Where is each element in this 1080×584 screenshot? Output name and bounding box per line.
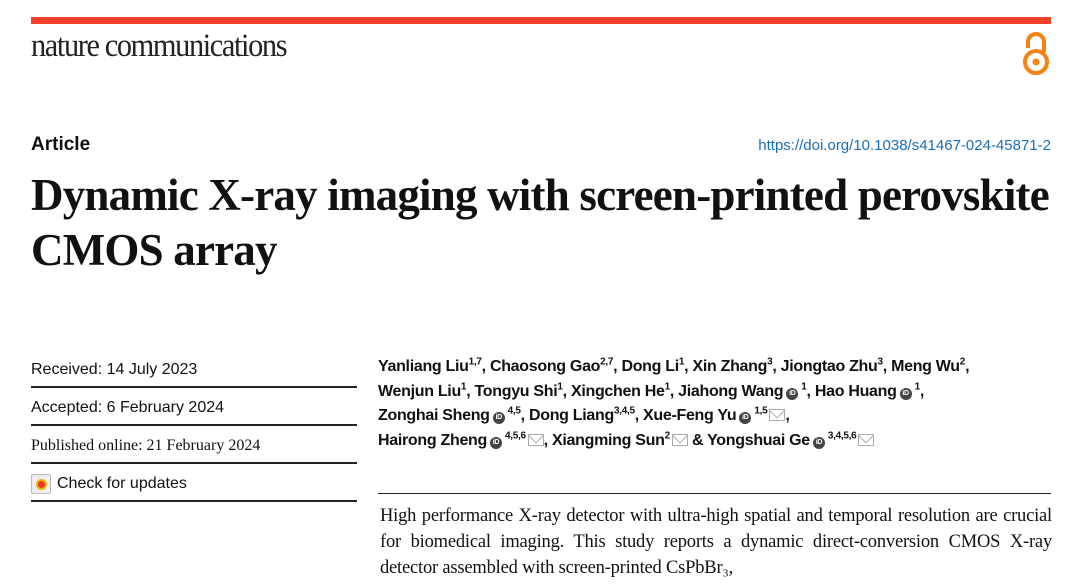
email-icon[interactable] (671, 433, 688, 446)
affiliation-sup: 4,5,6 (504, 430, 526, 442)
author[interactable]: Tongyu Shi1 (474, 381, 563, 400)
affiliation-sup: 2 (664, 430, 671, 442)
open-access-icon (1023, 32, 1049, 75)
check-updates-icon (31, 474, 51, 494)
affiliation-sup: 1 (664, 381, 671, 393)
author-name: Yongshuai Ge (707, 431, 810, 449)
orcid-icon[interactable]: iD (786, 387, 799, 400)
separator: , (466, 382, 475, 400)
separator: , (772, 358, 781, 375)
separator: , (882, 358, 892, 375)
affiliation-sup: 1 (557, 381, 563, 393)
author[interactable]: Dong Li1 (621, 356, 685, 375)
author-name: Jiahong Wang (678, 382, 784, 400)
separator: , (543, 431, 553, 449)
author-name: Xiangming Sun (552, 431, 665, 449)
author[interactable]: Xin Zhang3 (692, 356, 773, 375)
separator: , (634, 407, 644, 424)
accepted-date: Accepted: 6 February 2024 (31, 388, 357, 426)
author-name: Yanliang Liu (378, 358, 469, 375)
author[interactable]: Yanliang Liu1,7 (378, 356, 482, 375)
received-date: Received: 14 July 2023 (31, 350, 357, 388)
affiliation-sup: 3,4,5,6 (827, 430, 857, 442)
author-name: Chaosong Gao (489, 358, 601, 375)
separator: , (613, 358, 622, 375)
separator: , (965, 358, 970, 375)
affiliation-sup: 1,7 (468, 356, 482, 368)
email-icon[interactable] (769, 409, 786, 421)
author-name: Zonghai Sheng (378, 407, 490, 424)
author[interactable]: Xue-Feng Yu iD1,5 (643, 405, 786, 424)
published-date: Published online: 21 February 2024 (31, 426, 357, 464)
orcid-icon[interactable]: iD (812, 436, 825, 449)
author-name: Xingchen He (570, 382, 665, 400)
author[interactable]: Xiangming Sun2 (552, 430, 688, 449)
email-icon[interactable] (858, 433, 875, 446)
check-updates-label: Check for updates (57, 475, 187, 492)
orcid-icon[interactable]: iD (739, 412, 752, 424)
separator: , (684, 358, 693, 375)
divider (378, 493, 1051, 494)
journal-name: nature communications (31, 28, 288, 64)
separator: , (481, 358, 490, 375)
orcid-icon[interactable]: iD (489, 436, 502, 449)
affiliation-sup: 3 (767, 356, 773, 368)
author[interactable]: Meng Wu2 (891, 356, 966, 375)
orcid-icon[interactable]: iD (492, 412, 505, 424)
affiliation-sup: 1 (914, 381, 921, 393)
separator: , (520, 407, 529, 424)
article-title: Dynamic X-ray imaging with screen-printe… (31, 170, 1050, 275)
separator: , (669, 382, 679, 400)
author[interactable]: Zonghai Sheng iD4,5 (378, 405, 521, 424)
author[interactable]: Jiahong Wang iD1 (678, 381, 807, 400)
check-for-updates-button[interactable]: Check for updates (31, 464, 357, 502)
author-name: Hao Huang (814, 382, 897, 400)
author[interactable]: Xingchen He1 (570, 381, 671, 400)
separator: , (919, 382, 925, 400)
email-icon[interactable] (527, 433, 544, 446)
affiliation-sup: 1,5 (754, 405, 768, 417)
affiliation-sup: 4,5 (507, 405, 521, 417)
orcid-icon[interactable]: iD (899, 387, 912, 400)
journal-accent-bar (31, 17, 1051, 24)
separator: & (687, 431, 708, 449)
affiliation-sup: 1 (460, 381, 467, 393)
author-name: Tongyu Shi (474, 382, 558, 400)
author-name: Xue-Feng Yu (643, 407, 737, 424)
author[interactable]: Yongshuai Ge iD3,4,5,6 (707, 430, 875, 449)
author-name: Jiongtao Zhu (780, 358, 878, 375)
author-name: Xin Zhang (692, 358, 768, 375)
separator: , (562, 382, 571, 400)
author[interactable]: Hao Huang iD1 (814, 381, 921, 400)
publication-dates: Received: 14 July 2023 Accepted: 6 Febru… (31, 350, 357, 502)
affiliation-sup: 2 (959, 356, 966, 368)
author[interactable]: Hairong Zheng iD4,5,6 (378, 430, 544, 449)
author-name: Dong Liang (528, 407, 614, 424)
author[interactable]: Jiongtao Zhu3 (780, 356, 884, 375)
separator: , (785, 407, 790, 424)
doi-link[interactable]: https://doi.org/10.1038/s41467-024-45871… (758, 137, 1051, 154)
author-name: Wenjun Liu (378, 382, 461, 400)
author-name: Dong Li (621, 358, 679, 375)
author[interactable]: Chaosong Gao2,7 (489, 356, 614, 375)
article-type: Article (31, 134, 91, 155)
affiliation-sup: 3,4,5 (613, 405, 635, 417)
author-list: Yanliang Liu1,7, Chaosong Gao2,7, Dong L… (378, 355, 1058, 453)
abstract: High performance X-ray detector with ult… (380, 506, 1052, 578)
author-name: Hairong Zheng (378, 431, 487, 449)
separator: , (806, 382, 815, 400)
affiliation-sup: 2,7 (600, 356, 614, 368)
affiliation-sup: 1 (678, 356, 685, 368)
author[interactable]: Dong Liang3,4,5 (528, 405, 635, 424)
affiliation-sup: 1 (801, 381, 807, 393)
affiliation-sup: 3 (877, 356, 884, 368)
author[interactable]: Wenjun Liu1 (378, 381, 467, 400)
author-name: Meng Wu (891, 358, 960, 375)
